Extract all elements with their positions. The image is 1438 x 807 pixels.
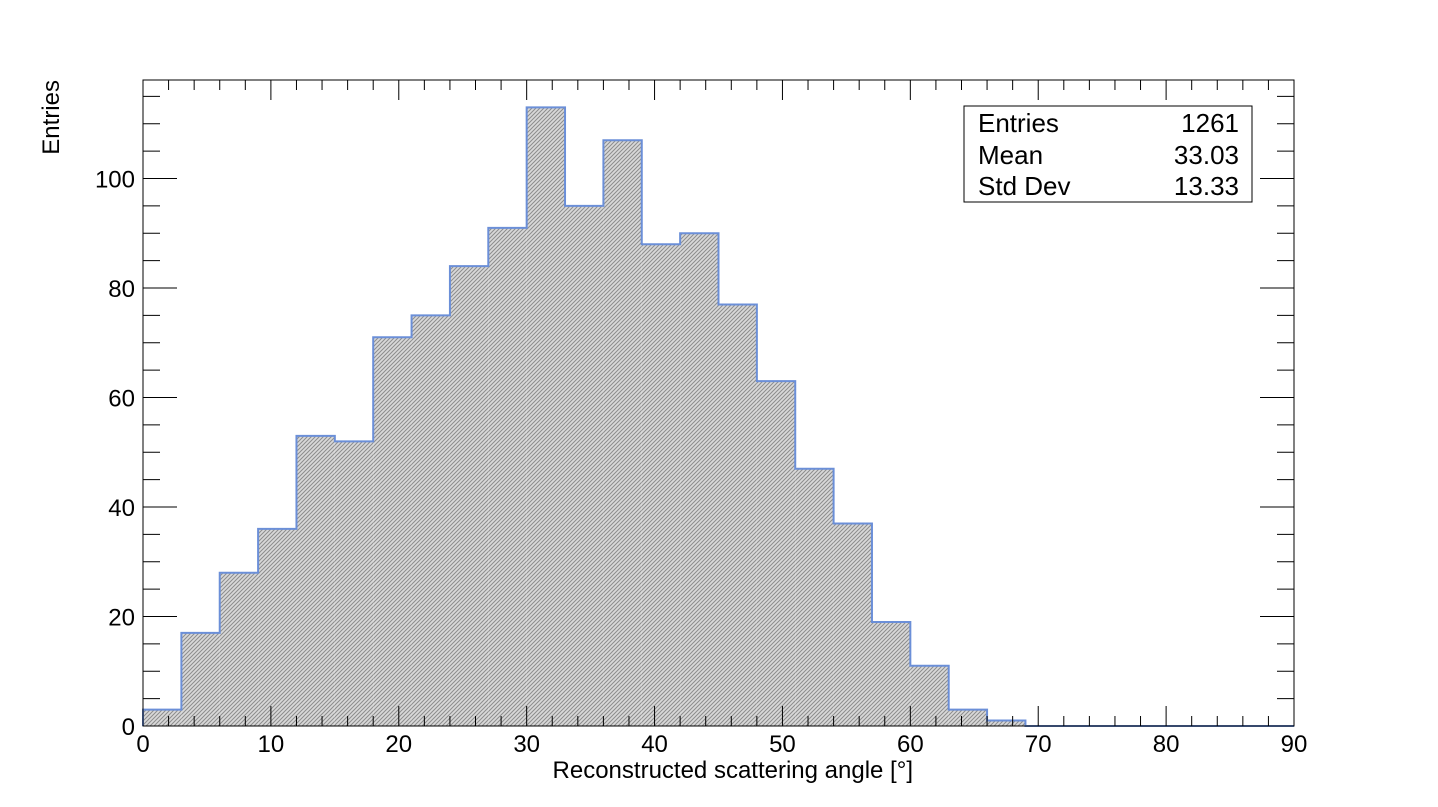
x-tick-label: 90: [1281, 731, 1308, 758]
stats-mean-value: 33.03: [1174, 140, 1239, 170]
histogram-bar: [641, 244, 681, 726]
x-tick-label: 20: [385, 731, 412, 758]
histogram-bar: [373, 337, 412, 726]
histogram-bar: [910, 665, 949, 726]
y-tick-label: 100: [95, 167, 135, 194]
stats-stddev-label: Std Dev: [978, 171, 1071, 201]
histogram-bar: [488, 227, 527, 727]
histogram-bar: [718, 304, 757, 726]
y-tick-label: 20: [108, 605, 135, 632]
histogram-bar: [219, 572, 259, 726]
stats-stddev-value: 13.33: [1174, 171, 1239, 201]
histogram-bar: [795, 468, 834, 726]
histogram-bar: [833, 523, 872, 726]
histogram-bar: [181, 632, 220, 726]
plot-frame: [142, 79, 1295, 727]
tick-labels: 0 10 20 30 40 50 60 70 80 90 0 20 40 60 80 100: [95, 167, 1307, 758]
y-tick-label: 80: [108, 276, 135, 303]
y-axis-label: Entries: [38, 80, 65, 155]
histogram-bars: [143, 107, 1026, 727]
histogram-bar: [871, 621, 911, 726]
histogram-bar: [603, 140, 642, 726]
x-tick-label: 10: [258, 731, 285, 758]
x-tick-label: 80: [1153, 731, 1180, 758]
stats-box: Entries 1261 Mean 33.03 Std Dev 13.33: [963, 105, 1253, 203]
histogram-bar: [680, 233, 719, 726]
histogram-bar: [143, 709, 182, 726]
stats-mean-label: Mean: [978, 140, 1043, 170]
y-tick-label: 0: [122, 714, 135, 741]
histogram-bar: [258, 528, 297, 726]
x-tick-label: 40: [641, 731, 668, 758]
histogram-bar: [449, 266, 489, 726]
histogram-bar: [756, 381, 796, 726]
histogram-bar: [526, 107, 566, 727]
axis-ticks: [142, 80, 1295, 727]
stats-entries-label: Entries: [978, 108, 1059, 138]
x-tick-label: 70: [1025, 731, 1052, 758]
y-tick-label: 40: [108, 495, 135, 522]
x-tick-label: 30: [513, 731, 540, 758]
histogram-bar: [948, 709, 988, 726]
histogram-bar: [987, 720, 1026, 726]
x-tick-label: 60: [897, 731, 924, 758]
stats-entries-value: 1261: [1181, 108, 1239, 138]
histogram-bar: [411, 315, 450, 726]
histogram-bar: [565, 205, 604, 726]
histogram-bar: [296, 435, 335, 726]
stats-box-frame: [963, 105, 1253, 203]
x-tick-label: 50: [769, 731, 796, 758]
x-axis-label: Reconstructed scattering angle [°]: [553, 757, 913, 784]
histogram-bar: [334, 441, 374, 726]
x-tick-label: 0: [136, 731, 149, 758]
y-tick-label: 60: [108, 386, 135, 413]
